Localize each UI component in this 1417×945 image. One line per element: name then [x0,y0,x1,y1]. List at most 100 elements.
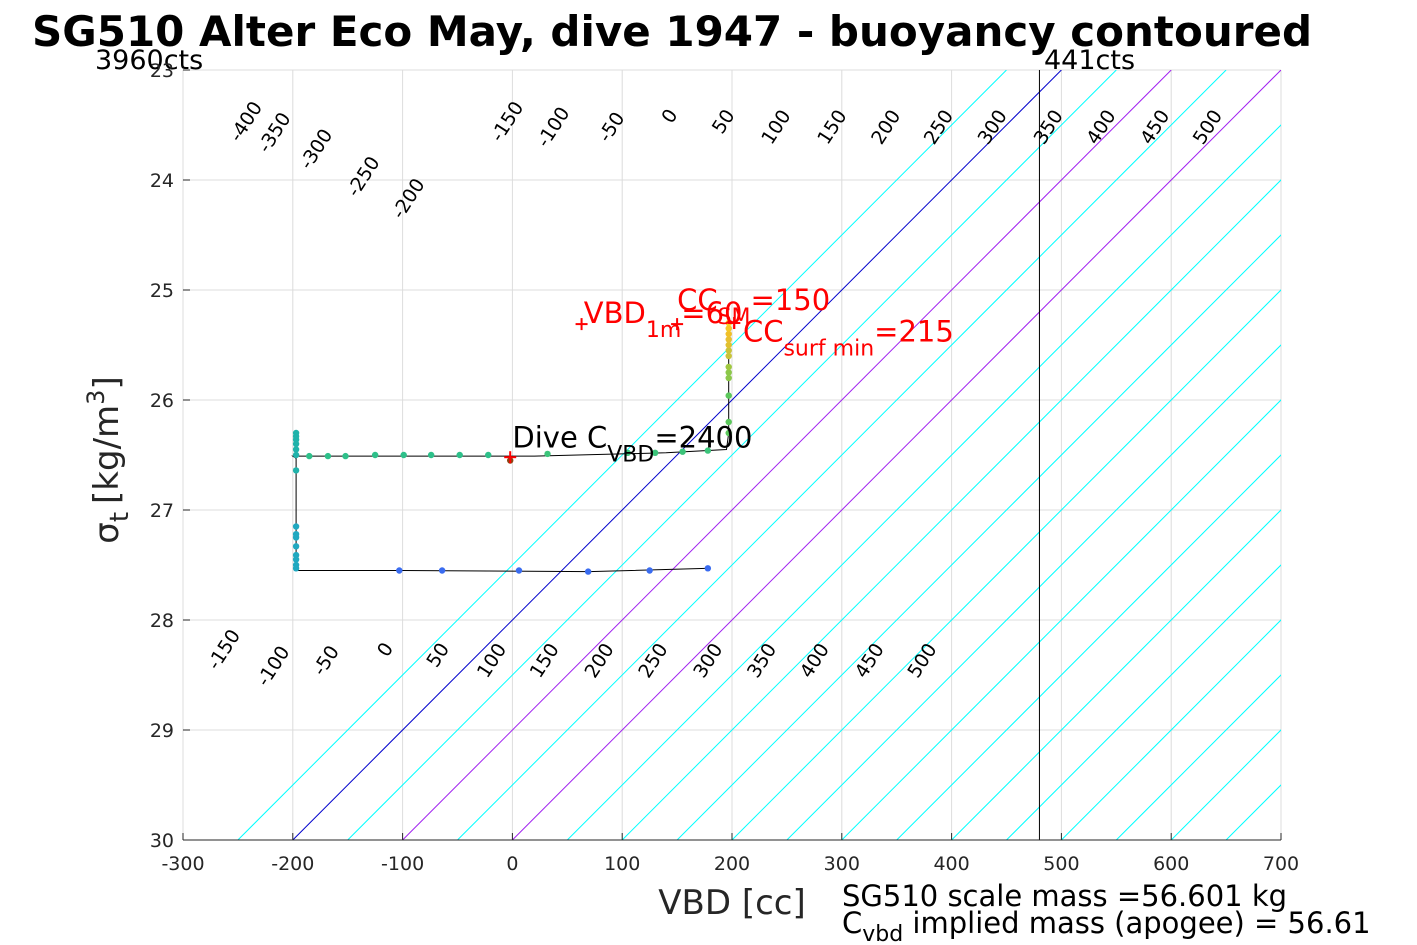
annotation-value: =2400 [654,420,752,454]
annotation-main: CC [743,315,784,349]
y-tick-label: 25 [150,280,174,302]
implied-mass-text: Cvbd implied mass (apogee) = 56.61 [842,906,1371,945]
dive-point [324,452,332,460]
contour-label: -50 [309,642,344,680]
trace-line [291,323,730,573]
dive-point [725,374,732,382]
contour-line [1061,619,1281,840]
plus-marker [504,451,517,464]
dive-point [292,467,300,474]
annotation-value: =215 [874,315,954,349]
contour-label: 0 [657,105,682,127]
dive-point [646,567,653,574]
y-tick-label: 27 [150,500,174,522]
y-axis: 23 24 25 26 27 28 29 30 [150,60,190,852]
contour-line [951,509,1281,840]
contour-label: 100 [757,106,795,148]
x-axis: -300 -200 -100 0 100 200 300 400 500 600 700 [161,833,1299,875]
x-tick-label: 500 [1043,853,1079,875]
x-tick-label: -200 [271,853,314,875]
x-tick-label: 100 [604,853,640,875]
contour-label: 500 [1189,106,1227,148]
contour-line [621,179,1281,840]
highlighted-contour-line [402,70,1172,840]
scale-mass-text: SG510 scale mass =56.601 kg [842,879,1287,913]
dive-point [725,363,732,371]
annotation-cc_sm: CCSM=150 [677,283,830,330]
contour-line [1006,564,1281,840]
dive-point [725,352,732,360]
contour-line [1280,839,1281,840]
dive-point [584,568,592,575]
contour-line [566,124,1281,840]
dive-point [292,451,300,459]
dive-point [292,543,300,550]
dive-point [292,551,300,559]
dive-point [371,451,379,459]
y-label-close: ] [87,376,127,389]
contour-line [896,454,1281,840]
x-tick-label: 300 [824,853,860,875]
dive-point [624,449,631,456]
dive-point [306,452,313,460]
contour-label: -100 [253,642,295,690]
contour-label: 400 [796,640,834,682]
y-tick-label: 26 [150,390,174,412]
annotation-value: =150 [751,283,831,317]
y-label-sub: t [105,512,135,522]
contour-label: 0 [373,639,398,661]
contour-line [1170,729,1281,840]
y-label-units: [kg/m [87,405,127,504]
dive-point [725,330,732,338]
dive-point [544,450,551,458]
dive-point [438,567,446,574]
contour-label: 50 [422,639,454,671]
dive-point [396,567,403,574]
annotation-main: Dive C [512,420,607,454]
annotation-main: CC [677,283,718,317]
highlighted-contour-line [292,70,1062,840]
contour-label: 200 [867,106,905,148]
chart-title: SG510 Alter Eco May, dive 1947 - buoyanc… [32,7,1312,56]
annotation-sub: surf min [783,337,874,362]
contour-label: 350 [1030,106,1068,148]
contour-line [1225,784,1281,840]
dive-point [292,565,300,572]
x-tick-label: 0 [506,853,518,875]
y-tick-label: 30 [150,830,174,852]
implied-mass-rest: implied mass (apogee) = 56.61 [903,906,1370,940]
dive-point [292,446,300,453]
contour-label: 100 [473,640,511,682]
dive-point [679,448,686,455]
y-label-sup: 3 [82,390,110,405]
dive-point [725,325,732,332]
contour-label: 250 [920,106,958,148]
dive-point [292,523,300,530]
x-tick-label: -300 [161,853,204,875]
dive-point [725,347,732,354]
contour-label: 350 [743,640,781,682]
contour-line [841,399,1281,840]
contour-label: -300 [295,125,337,173]
contour-label: -50 [594,108,629,146]
x-tick-label: 400 [933,853,969,875]
annotation-sub: SM [718,305,751,330]
x-tick-label: 600 [1153,853,1189,875]
dive-point [725,336,732,343]
contour-label: -150 [486,98,528,146]
dive-point [725,429,732,437]
dive-point [342,452,349,460]
contour-line [731,289,1281,840]
highlighted-contour-line [512,70,1281,840]
implied-mass-sub: vbd [862,922,903,945]
y-tick-label: 23 [150,60,174,82]
dive-point [725,341,732,349]
plus-marker [728,317,741,329]
annotation-sub: 1m [646,318,681,343]
dive-point [651,449,659,456]
dive-point [292,436,300,443]
contour-line [676,234,1281,840]
annotation-cc_surf: CCsurf min=215 [743,315,954,362]
dive-point [704,447,712,454]
